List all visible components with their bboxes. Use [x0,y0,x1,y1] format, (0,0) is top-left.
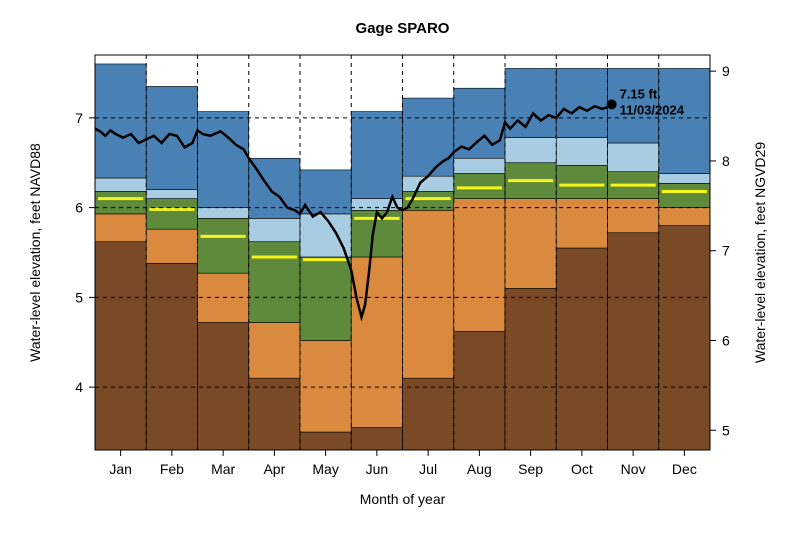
x-tick-label: Oct [571,461,593,477]
chart-container: 7.15 ft.11/03/2024 Jan Feb Mar Apr May Jun Jul A… [0,0,800,533]
y-right-tick: 5 [722,422,730,438]
y-right-tick: 6 [722,332,730,348]
x-tick-label: Sep [518,461,543,477]
chart-title: Gage SPARO [356,20,450,37]
x-tick-label: Aug [467,461,492,477]
x-tick-label: Jan [109,461,132,477]
x-tick-label: Feb [160,461,184,477]
y-right-label: Water-level elevation, feet NGVD29 [752,142,768,363]
y-right-tick: 8 [722,153,730,169]
y-left-tick: 7 [75,110,83,126]
y-left-tick: 4 [75,379,83,395]
x-tick-label: Mar [211,461,235,477]
y-left-label: Water-level elevation, feet NAVD88 [27,143,43,362]
x-tick-label: Jun [366,461,389,477]
current-value: 7.15 ft. [620,86,661,101]
x-tick-label: Nov [621,461,646,477]
chart-svg: 7.15 ft.11/03/2024 Jan Feb Mar Apr May Jun Jul A… [0,0,800,533]
current-point [607,99,617,109]
x-tick-label: May [312,461,338,477]
y-right-tick: 7 [722,243,730,259]
x-tick-label: Dec [672,461,697,477]
y-left-tick: 5 [75,289,83,305]
x-axis-label: Month of year [360,491,446,507]
y-left-tick: 6 [75,200,83,216]
x-tick-label: Jul [419,461,437,477]
current-date: 11/03/2024 [620,102,685,117]
y-right-tick: 9 [722,63,730,79]
x-tick-label: Apr [263,461,285,477]
